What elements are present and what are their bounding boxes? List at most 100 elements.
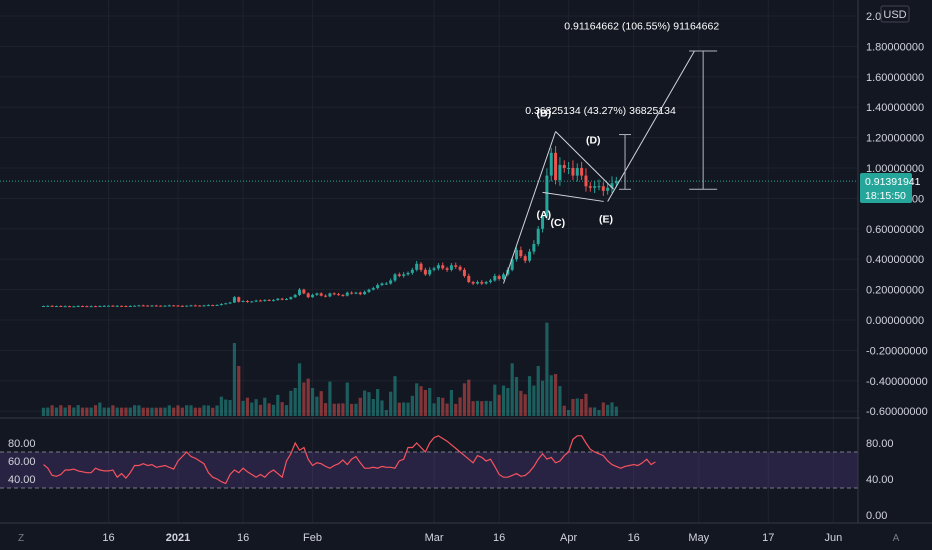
candle[interactable] (63, 306, 67, 308)
candle[interactable] (76, 306, 80, 308)
candle[interactable] (102, 305, 106, 307)
candle[interactable] (263, 299, 267, 301)
time-axis[interactable]: 16 2021 16 Feb Mar 16 Apr 16 May 17 Jun (0, 522, 932, 544)
candle[interactable] (345, 292, 349, 296)
candle[interactable] (128, 306, 132, 308)
candle[interactable] (588, 186, 592, 188)
candle[interactable] (415, 263, 419, 270)
candle[interactable] (324, 295, 328, 297)
candle[interactable] (237, 297, 241, 302)
candle[interactable] (267, 299, 271, 301)
candle[interactable] (562, 164, 566, 168)
candle[interactable] (54, 306, 58, 308)
candle[interactable] (115, 305, 119, 307)
candle[interactable] (445, 268, 449, 270)
candle[interactable] (41, 306, 45, 308)
candle[interactable] (198, 305, 202, 307)
candle[interactable] (363, 291, 367, 295)
candle[interactable] (280, 298, 284, 300)
candle[interactable] (146, 305, 150, 307)
candle[interactable] (584, 175, 588, 187)
candle[interactable] (497, 275, 501, 279)
candle[interactable] (141, 305, 145, 307)
pattern-line[interactable] (542, 191, 604, 202)
candle[interactable] (601, 186, 605, 191)
candle[interactable] (454, 265, 458, 267)
auto-scale-icon[interactable]: A (893, 533, 900, 544)
candle[interactable] (228, 302, 232, 304)
candle[interactable] (549, 152, 553, 176)
candle[interactable] (124, 306, 128, 308)
candle[interactable] (536, 228, 540, 244)
candle[interactable] (397, 274, 401, 276)
candle[interactable] (163, 305, 167, 307)
candle[interactable] (167, 305, 171, 307)
candle[interactable] (285, 299, 288, 301)
candle[interactable] (180, 305, 184, 307)
candle[interactable] (441, 265, 445, 269)
candle[interactable] (81, 306, 85, 308)
pattern-line[interactable] (607, 50, 695, 202)
candle[interactable] (232, 297, 236, 303)
candle[interactable] (354, 292, 358, 294)
candle[interactable] (528, 251, 532, 261)
candle[interactable] (241, 301, 245, 302)
candle[interactable] (410, 269, 414, 273)
candle[interactable] (211, 305, 215, 307)
candle[interactable] (172, 305, 176, 307)
candle[interactable] (289, 297, 293, 300)
candle[interactable] (523, 256, 527, 261)
candle[interactable] (250, 301, 254, 303)
candle[interactable] (571, 168, 575, 176)
candle[interactable] (224, 303, 228, 305)
candle[interactable] (597, 186, 601, 188)
candle[interactable] (341, 294, 345, 296)
candle[interactable] (137, 305, 141, 307)
candle[interactable] (428, 269, 432, 275)
candle[interactable] (176, 305, 180, 307)
candles[interactable] (41, 146, 618, 308)
candle[interactable] (133, 305, 137, 307)
candle[interactable] (376, 285, 380, 289)
candle[interactable] (580, 168, 584, 176)
candle[interactable] (206, 305, 210, 307)
candle[interactable] (185, 305, 189, 307)
candle[interactable] (567, 168, 571, 169)
candle[interactable] (480, 282, 484, 284)
candle[interactable] (120, 305, 124, 307)
candle[interactable] (311, 294, 315, 298)
candle[interactable] (393, 274, 397, 281)
candle[interactable] (337, 294, 341, 296)
candle[interactable] (159, 305, 163, 307)
candle[interactable] (94, 306, 98, 308)
candle[interactable] (402, 274, 406, 276)
candle[interactable] (515, 250, 519, 260)
candle[interactable] (493, 275, 497, 281)
candle[interactable] (59, 306, 63, 308)
candle[interactable] (367, 289, 371, 292)
candle[interactable] (219, 304, 223, 306)
candle[interactable] (72, 306, 76, 308)
candle[interactable] (606, 187, 610, 191)
candle[interactable] (98, 306, 102, 308)
candle[interactable] (350, 292, 354, 294)
candle[interactable] (610, 183, 614, 188)
candle[interactable] (68, 306, 71, 308)
candle[interactable] (475, 282, 479, 284)
candle[interactable] (389, 280, 393, 284)
candle[interactable] (254, 300, 258, 302)
candle[interactable] (111, 305, 115, 307)
candle[interactable] (150, 305, 154, 307)
candle[interactable] (50, 305, 54, 307)
candle[interactable] (484, 282, 488, 284)
candle[interactable] (502, 274, 505, 279)
candle[interactable] (332, 293, 336, 295)
candle[interactable] (154, 305, 158, 307)
candle[interactable] (406, 272, 410, 275)
candle[interactable] (614, 181, 618, 184)
candle[interactable] (258, 300, 262, 302)
candle[interactable] (306, 293, 310, 298)
currency-badge[interactable] (880, 5, 910, 23)
candle[interactable] (436, 265, 440, 269)
